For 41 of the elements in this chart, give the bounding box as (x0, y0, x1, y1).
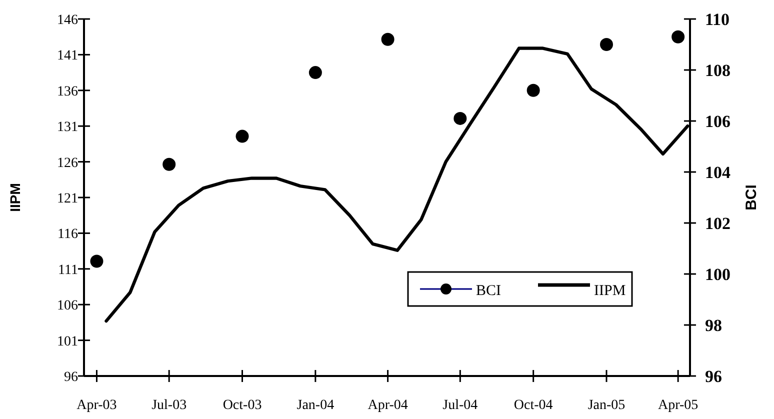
y2-tick-label: 100 (705, 265, 730, 284)
y-tick-label: 96 (64, 370, 78, 385)
y-tick-label: 131 (57, 120, 78, 136)
legend-label: BCI (476, 283, 502, 299)
x-tick-label: Jul-04 (442, 398, 478, 413)
y2-tick-label: 106 (705, 112, 730, 131)
y2-tick-label: 110 (705, 10, 730, 29)
point (672, 30, 685, 44)
x-tick-label: Jan-04 (296, 398, 334, 413)
x-tick-label: Apr-05 (658, 398, 698, 413)
y-tick-label: 116 (58, 227, 78, 242)
point (236, 130, 249, 143)
point (381, 32, 394, 46)
point (526, 84, 540, 97)
y2-tick-label: 102 (705, 214, 730, 233)
x-tick-label: Oct-03 (222, 398, 262, 413)
x-tick-label: Jan-05 (588, 398, 626, 413)
y-tick-label: 136 (57, 84, 78, 100)
y-tick-label: 111 (58, 262, 78, 278)
point (454, 112, 467, 125)
y2-tick-label: 108 (705, 61, 730, 80)
legend-label: IIPM (594, 283, 626, 299)
y2-tick-label: 98 (705, 316, 722, 335)
y-axis-title: IIPM (7, 183, 23, 212)
y-tick-label: 121 (57, 192, 78, 206)
y-tick-label: 106 (57, 298, 78, 314)
point (162, 158, 176, 171)
y2-tick-label: 104 (705, 163, 731, 182)
y-tick-label: 101 (57, 334, 78, 350)
point (600, 38, 613, 51)
point (308, 66, 322, 80)
y-tick-label: 146 (57, 13, 78, 28)
x-tick-label: Apr-03 (76, 398, 117, 413)
point (90, 254, 104, 268)
y2-tick-label: 96 (705, 367, 722, 386)
y-tick-label: 126 (57, 156, 78, 171)
y-tick-label: 141 (57, 48, 78, 64)
x-tick-label: Oct-04 (514, 398, 553, 413)
x-tick-label: Apr-04 (368, 398, 408, 413)
y2-axis-title: BCI (743, 184, 760, 210)
x-tick-label: Jul-03 (152, 398, 187, 413)
